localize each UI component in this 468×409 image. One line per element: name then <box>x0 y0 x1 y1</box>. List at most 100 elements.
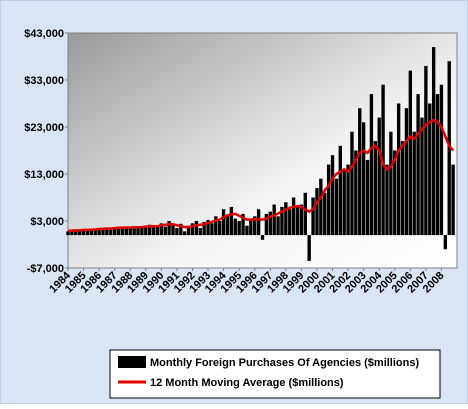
bar <box>373 141 377 236</box>
bar <box>326 164 331 236</box>
bar <box>334 178 339 236</box>
bar <box>307 235 311 261</box>
bar <box>105 229 109 236</box>
bar <box>319 178 323 236</box>
bar <box>358 108 362 236</box>
y-tick-label: $3,000 <box>30 216 64 228</box>
y-tick-label: $23,000 <box>24 122 64 134</box>
bar <box>144 227 148 236</box>
bar <box>443 235 448 250</box>
bar <box>338 145 342 236</box>
moving-average-line <box>67 118 455 233</box>
bar <box>369 94 374 236</box>
bar <box>249 218 253 236</box>
bar <box>171 224 175 236</box>
bar <box>272 204 276 236</box>
bar <box>101 228 105 236</box>
bar <box>233 218 237 236</box>
bar <box>323 192 327 236</box>
bar <box>167 221 171 236</box>
y-tick-label: $43,000 <box>24 28 64 40</box>
bar <box>435 94 440 236</box>
bar <box>148 224 152 236</box>
bar <box>128 228 132 236</box>
bar <box>303 192 307 236</box>
bar <box>408 70 413 236</box>
bar <box>342 169 346 236</box>
bar <box>74 230 78 236</box>
bar <box>330 155 335 236</box>
bar <box>159 223 164 236</box>
bar <box>112 228 117 236</box>
bar <box>194 221 199 236</box>
bar <box>291 197 296 236</box>
legend-label: 12 Month Moving Average ($millions) <box>150 377 344 389</box>
bar <box>124 227 129 236</box>
y-tick-label: $33,000 <box>24 75 64 87</box>
bar <box>431 47 436 236</box>
y-tick-label: -$7,000 <box>27 263 64 275</box>
bar <box>350 131 354 236</box>
bar <box>81 230 86 236</box>
bar <box>295 206 300 236</box>
bar <box>354 150 358 236</box>
bar <box>396 103 401 236</box>
bar <box>361 122 366 236</box>
bar <box>284 202 288 236</box>
bar <box>214 216 218 236</box>
bar <box>151 227 156 236</box>
bar <box>439 84 444 236</box>
bar <box>109 227 113 236</box>
legend-swatch <box>118 356 146 368</box>
bar <box>221 209 226 236</box>
bar <box>132 226 136 236</box>
bar <box>288 209 292 236</box>
bar <box>70 230 74 236</box>
bar <box>393 150 397 236</box>
bar <box>241 213 245 236</box>
bar <box>136 228 140 236</box>
bar <box>186 225 191 236</box>
bar <box>428 103 432 236</box>
bar <box>299 204 304 236</box>
bar <box>400 141 405 236</box>
bar <box>260 235 265 240</box>
bar <box>245 225 249 236</box>
bar <box>276 216 280 236</box>
bar <box>264 213 269 236</box>
bar <box>140 226 144 236</box>
bar <box>346 164 350 236</box>
bar <box>377 117 381 236</box>
bar <box>385 164 389 236</box>
bar <box>424 65 428 236</box>
bar <box>93 228 97 236</box>
bar <box>210 223 214 236</box>
bar <box>237 221 241 236</box>
bar <box>229 206 234 236</box>
bar <box>311 197 315 236</box>
bar <box>447 61 451 236</box>
bar <box>225 216 230 236</box>
bar <box>420 117 424 236</box>
bar <box>120 228 125 236</box>
bar <box>451 164 455 236</box>
bar <box>253 216 257 236</box>
bar <box>89 229 94 236</box>
bar <box>77 229 82 236</box>
bar <box>218 221 222 236</box>
bar <box>116 226 121 236</box>
bar <box>389 131 393 236</box>
bar <box>183 231 187 236</box>
bar <box>268 211 272 236</box>
bar <box>97 228 101 236</box>
bar <box>155 225 160 236</box>
legend-box <box>109 349 441 399</box>
bar <box>315 188 319 236</box>
bar <box>66 231 70 236</box>
bar <box>206 220 210 236</box>
y-tick-label: $13,000 <box>24 169 64 181</box>
bar <box>85 229 90 236</box>
bar <box>412 131 416 236</box>
